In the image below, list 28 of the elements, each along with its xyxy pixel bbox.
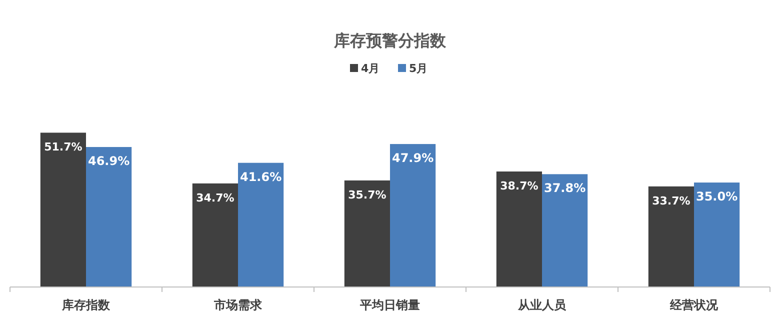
bar (192, 183, 238, 287)
chart-title: 库存预警分指数 (333, 31, 447, 50)
data-label: 35.7% (348, 188, 386, 202)
data-label: 35.0% (696, 190, 738, 204)
bar (238, 162, 284, 287)
data-label: 46.9% (88, 154, 130, 168)
bar (344, 180, 390, 287)
bar (86, 147, 132, 287)
legend-label: 5月 (409, 62, 428, 75)
legend-label: 4月 (361, 62, 380, 75)
bar (40, 132, 86, 287)
data-label: 33.7% (652, 194, 690, 208)
x-tick-label: 从业人员 (517, 298, 567, 312)
bar (542, 174, 588, 287)
data-label: 37.8% (544, 181, 586, 196)
data-label: 41.6% (240, 170, 282, 184)
data-label: 34.7% (196, 191, 234, 204)
x-tick-label: 市场需求 (213, 298, 263, 312)
bar (390, 144, 436, 287)
x-tick-label: 库存指数 (61, 298, 111, 312)
x-tick-label: 平均日销量 (359, 298, 420, 312)
data-label: 38.7% (500, 179, 538, 192)
bar (496, 171, 542, 287)
data-label: 51.7% (44, 140, 82, 154)
x-tick-label: 经营状况 (669, 298, 719, 312)
bar (694, 182, 740, 287)
bar (648, 186, 694, 287)
data-label: 47.9% (392, 151, 434, 166)
